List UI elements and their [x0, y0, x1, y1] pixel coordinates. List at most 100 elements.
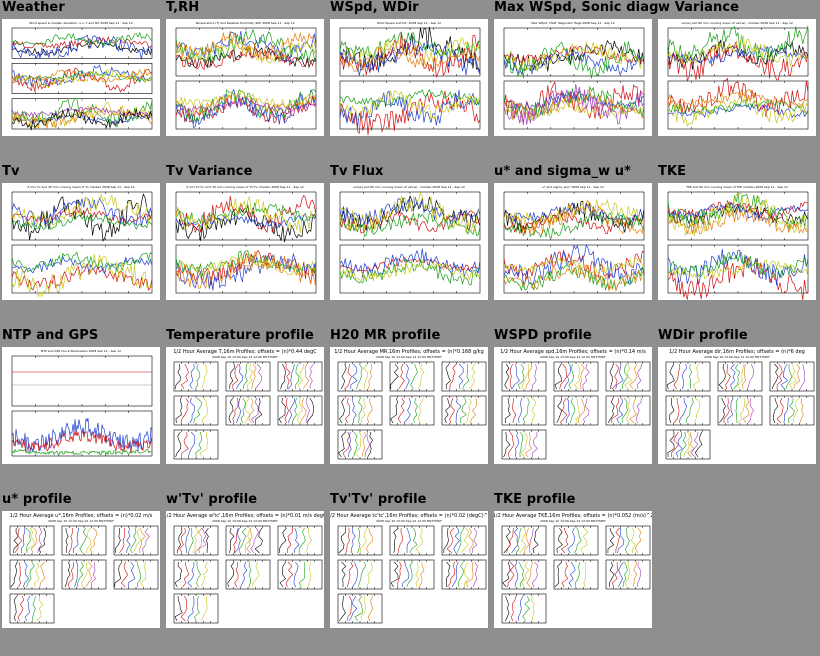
profile-line	[418, 561, 425, 588]
profile-line	[451, 561, 459, 588]
series-line	[11, 251, 153, 273]
plot-image: Max WSpd, CSAT diagnostic flags 2008 Sep…	[503, 21, 645, 130]
profile-line	[463, 561, 470, 587]
profile-line	[287, 527, 293, 553]
series-line	[339, 259, 481, 286]
profile-line	[200, 561, 209, 588]
plot-image: 5 min Tv'Tv' and 30 min running mean of …	[175, 185, 317, 294]
profile-header: 1/2 Hour Average spd,16m Profiles; offse…	[500, 349, 646, 355]
plot-thumbnail-wtv-profile[interactable]: 1/2 Hour Average w'tc',16m Profiles; off…	[166, 511, 324, 628]
plot-thumbnail-temperature-profile[interactable]: 1/2 Hour Average T,16m Profiles; offsets…	[166, 347, 324, 464]
profile-panel	[337, 559, 383, 590]
profile-line	[671, 431, 679, 457]
series-line	[503, 42, 645, 72]
plot-panel	[11, 355, 153, 407]
plot-cell-ustar-profile: u* profile 1/2 Hour Average u*,16m Profil…	[0, 492, 162, 630]
profile-line	[771, 363, 779, 390]
profile-line	[361, 431, 366, 458]
plot-thumbnail-ustar-sigma[interactable]: u* and sigma_w/u* 2008 Sep 11 - Sep 12	[494, 183, 652, 300]
profile-line	[177, 527, 183, 554]
profile-line	[339, 595, 346, 622]
profile-line	[340, 363, 347, 390]
plot-thumbnail-max-wspd[interactable]: Max WSpd, CSAT diagnostic flags 2008 Sep…	[494, 19, 652, 136]
plot-title: WSpd, WDir	[330, 0, 419, 15]
plot-image: Wind speed & median deviation, u,v, T an…	[11, 21, 153, 131]
plot-thumbnail-wdir-profile[interactable]: 1/2 Hour Average dir,16m Profiles; offse…	[658, 347, 816, 464]
series-line	[339, 211, 481, 238]
profile-line	[127, 561, 136, 588]
plot-title: WDir profile	[658, 328, 748, 343]
profile-line	[279, 527, 287, 554]
series-line	[339, 89, 481, 108]
profile-line	[240, 397, 246, 424]
profile-line	[615, 363, 624, 390]
plot-thumbnail-tke[interactable]: TKE and 60 min running mean of TKE media…	[658, 183, 816, 300]
profile-line	[582, 363, 590, 390]
plot-thumbnail-h2o-mr-profile[interactable]: 1/2 Hour Average MR,16m Profiles; offset…	[330, 347, 488, 464]
plot-thumbnail-tvtv-profile[interactable]: 1/2 Hour Average tc'tc',16m Profiles; of…	[330, 511, 488, 628]
plot-thumbnail-ntp-gps[interactable]: NTP and GPS Clock Parameters 2008 Sep 11…	[2, 347, 160, 464]
profile-line	[139, 527, 146, 554]
plot-image: 1/2 Hour Average TKE,16m Profiles; offse…	[494, 513, 652, 624]
profile-line	[367, 595, 374, 622]
series-line	[175, 251, 317, 289]
profile-line	[234, 527, 241, 554]
profile-subheader: 2008 Sep 10 13:00-Sep 12 12:00 MST7MDT	[48, 519, 114, 523]
profile-line	[532, 431, 538, 458]
plot-title: Tv	[2, 164, 20, 179]
series-line	[339, 90, 481, 136]
plot-thumbnail-w-variance[interactable]: var(w) and 60 min running mean of var(w)…	[658, 19, 816, 136]
profile-line	[458, 363, 464, 390]
plot-thumbnail-tv[interactable]: 5 min Tv and 30 min running mean of Tv m…	[2, 183, 160, 300]
profile-line	[727, 397, 734, 424]
series-line	[175, 47, 317, 71]
profile-line	[607, 397, 615, 424]
profile-line	[194, 363, 201, 390]
plot-thumbnail-tv-variance[interactable]: 5 min Tv'Tv' and 30 min running mean of …	[166, 183, 324, 300]
profile-line	[182, 561, 190, 588]
plot-cell-w-variance: w Variance var(w) and 60 min running mean…	[656, 0, 818, 138]
series-line	[339, 248, 481, 278]
profile-line	[573, 363, 581, 390]
plot-thumbnail-wspd-profile[interactable]: 1/2 Hour Average spd,16m Profiles; offse…	[494, 347, 652, 464]
profile-header: 1/2 Hour Average TKE,16m Profiles; offse…	[494, 513, 652, 519]
profile-line	[521, 561, 530, 588]
plot-caption: TKE and 60 min running mean of TKE media…	[685, 185, 788, 189]
plot-thumbnail-ustar-profile[interactable]: 1/2 Hour Average u*,16m Profiles; offset…	[2, 511, 160, 628]
plot-thumbnail-weather[interactable]: Wind speed & median deviation, u,v, T an…	[2, 19, 160, 136]
profile-line	[352, 561, 359, 588]
profile-panel	[277, 395, 323, 426]
profile-line	[511, 595, 517, 622]
profile-line	[509, 363, 513, 390]
profile-line	[72, 527, 80, 554]
profile-line	[718, 397, 726, 424]
profile-line	[77, 561, 84, 588]
plot-thumbnail-wspd-wdir[interactable]: Wind Speed and Dir, 2008 Sep 11 - Sep 12	[330, 19, 488, 136]
profile-line	[531, 397, 537, 424]
profile-line	[130, 527, 137, 554]
series-line	[175, 207, 317, 243]
profile-line	[444, 397, 451, 424]
plot-image: 1/2 Hour Average spd,16m Profiles; offse…	[500, 349, 651, 460]
profile-line	[30, 527, 38, 554]
profile-line	[690, 431, 699, 458]
plot-cell-tv: Tv 5 min Tv and 30 min running mean of Tv…	[0, 164, 162, 302]
profile-line	[194, 595, 200, 622]
series-line	[667, 259, 809, 280]
profile-line	[694, 431, 703, 458]
plot-title: T,RH	[166, 0, 200, 15]
plot-thumbnail-tv-flux[interactable]: var(w) and 60 min running mean of var(w)…	[330, 183, 488, 300]
series-line	[11, 35, 153, 49]
profile-line	[459, 397, 467, 424]
profile-line	[570, 397, 576, 424]
plot-thumbnail-tke-profile[interactable]: 1/2 Hour Average TKE,16m Profiles; offse…	[494, 511, 652, 628]
plot-thumbnail-t-rh[interactable]: Temperature (T) and Relative Humidity (R…	[166, 19, 324, 136]
profile-line	[298, 363, 305, 390]
profile-line	[358, 397, 363, 424]
profile-panel	[441, 395, 487, 426]
profile-panel	[173, 593, 219, 624]
profile-line	[519, 527, 527, 554]
profile-line	[445, 561, 451, 588]
plot-cell-tvtv-profile: Tv'Tv' profile 1/2 Hour Average tc'tc',16…	[328, 492, 490, 630]
